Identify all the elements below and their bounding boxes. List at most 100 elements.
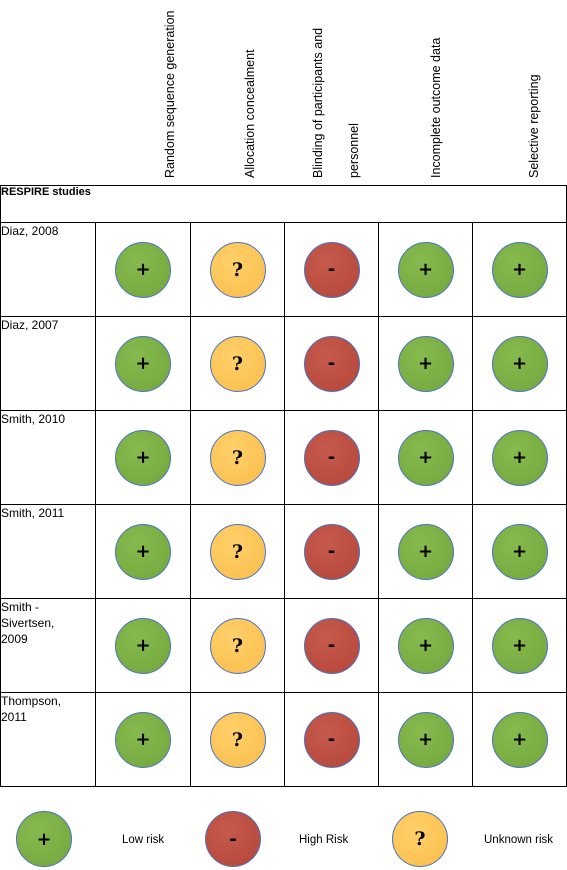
rating-cell: + (471, 692, 567, 787)
unknown-risk-icon: ? (209, 241, 266, 298)
legend-symbol: ? (414, 828, 426, 850)
rating-symbol: + (417, 635, 434, 656)
high-risk-icon: - (303, 523, 360, 580)
legend-unknown-risk-label: Unknown risk (484, 834, 554, 846)
column-header-label-line2: personnel (347, 123, 361, 178)
rating-symbol: + (135, 729, 151, 750)
rating-symbol: + (135, 353, 151, 374)
unknown-risk-icon: ? (209, 711, 266, 768)
rating-symbol: + (135, 635, 151, 656)
low-risk-icon: + (491, 523, 548, 580)
unknown-risk-icon: ? (209, 523, 266, 580)
rating-symbol: ? (231, 352, 244, 375)
study-row: Thompson, 2011 +? - + + (0, 692, 567, 787)
legend-low-risk-icon: + (16, 811, 72, 867)
legend-unknown-risk-icon: ? (392, 811, 448, 867)
unknown-risk-icon: ? (209, 335, 266, 392)
risk-of-bias-table: RESPIRE studies Diaz, 2008 +? - + + Diaz, 200… (0, 185, 567, 787)
rating-symbol: - (327, 353, 336, 374)
high-risk-icon: - (303, 335, 360, 392)
unknown-risk-icon: ? (209, 429, 266, 486)
rating-symbol: - (327, 635, 336, 656)
rating-symbol: - (327, 541, 336, 562)
rating-cell: + (378, 692, 473, 787)
rating-symbol: + (511, 541, 528, 562)
low-risk-icon: + (115, 711, 171, 768)
rating-cell: + (471, 316, 567, 411)
rating-symbol: + (417, 353, 434, 374)
low-risk-icon: + (491, 335, 548, 392)
study-row: Smith - Sivertsen, 2009 +? - + + (0, 598, 567, 693)
rating-cell: + (95, 504, 191, 599)
rating-symbol: + (135, 541, 151, 562)
rating-symbol: + (511, 635, 528, 656)
low-risk-icon: + (397, 711, 454, 768)
rating-symbol: + (417, 259, 434, 280)
column-header-label: Selective reporting (527, 74, 541, 178)
rating-cell: ? (190, 598, 285, 693)
rating-symbol: + (135, 259, 151, 280)
study-name: Diaz, 2007 (0, 316, 96, 411)
rating-cell: + (471, 410, 567, 505)
low-risk-icon: + (491, 617, 548, 674)
legend-symbol: + (36, 828, 52, 850)
low-risk-icon: + (115, 241, 171, 298)
rating-cell: + (378, 222, 473, 317)
low-risk-icon: + (397, 241, 454, 298)
high-risk-icon: - (303, 711, 360, 768)
low-risk-icon: + (491, 711, 548, 768)
study-row: Smith, 2010 +? - + + (0, 410, 567, 505)
rating-cell: ? (190, 316, 285, 411)
rating-cell: - (284, 316, 379, 411)
study-row: Diaz, 2008 +? - + + (0, 222, 567, 317)
rating-cell: - (284, 410, 379, 505)
rating-symbol: + (417, 447, 434, 468)
legend-high-risk-icon: - (205, 811, 261, 867)
rating-cell: ? (190, 222, 285, 317)
rating-cell: + (95, 222, 191, 317)
study-row: Diaz, 2007 +? - + + (0, 316, 567, 411)
group-label: RESPIRE studies (0, 185, 567, 223)
study-name: Diaz, 2008 (0, 222, 96, 317)
low-risk-icon: + (397, 335, 454, 392)
study-name: Smith - Sivertsen, 2009 (0, 598, 96, 693)
study-name: Thompson, 2011 (0, 692, 96, 787)
high-risk-icon: - (303, 429, 360, 486)
rating-cell: + (378, 598, 473, 693)
study-name: Smith, 2010 (0, 410, 96, 505)
rating-symbol: + (511, 447, 528, 468)
rating-cell: + (378, 316, 473, 411)
high-risk-icon: - (303, 617, 360, 674)
low-risk-icon: + (115, 429, 171, 486)
rating-cell: - (284, 504, 379, 599)
rating-symbol: + (511, 729, 528, 750)
rating-cell: + (378, 504, 473, 599)
low-risk-icon: + (491, 241, 548, 298)
low-risk-icon: + (115, 523, 171, 580)
rating-cell: + (378, 410, 473, 505)
rating-cell: + (95, 316, 191, 411)
low-risk-icon: + (397, 617, 454, 674)
rating-cell: ? (190, 504, 285, 599)
rating-cell: + (95, 598, 191, 693)
rating-cell: ? (190, 692, 285, 787)
rating-cell: + (471, 222, 567, 317)
column-header-random-sequence: Random sequence generation (152, 0, 212, 184)
rating-symbol: - (327, 729, 336, 750)
column-header-incomplete-outcome: Incomplete outcome data (418, 0, 478, 184)
rating-symbol: - (327, 259, 336, 280)
rating-cell: - (284, 598, 379, 693)
rating-cell: ? (190, 410, 285, 505)
low-risk-icon: + (115, 617, 171, 674)
rating-symbol: ? (231, 446, 244, 469)
study-name: Smith, 2011 (0, 504, 96, 599)
rating-symbol: - (327, 447, 336, 468)
rating-symbol: ? (231, 634, 244, 657)
legend-low-risk-label: Low risk (122, 834, 165, 846)
column-header-selective-reporting: Selective reporting (516, 0, 567, 184)
unknown-risk-icon: ? (209, 617, 266, 674)
legend: + Low risk - High Risk ? Unknown risk (0, 790, 567, 870)
rating-symbol: + (511, 259, 528, 280)
rating-symbol: ? (231, 728, 244, 751)
column-header-allocation-concealment: Allocation concealment (232, 0, 292, 184)
